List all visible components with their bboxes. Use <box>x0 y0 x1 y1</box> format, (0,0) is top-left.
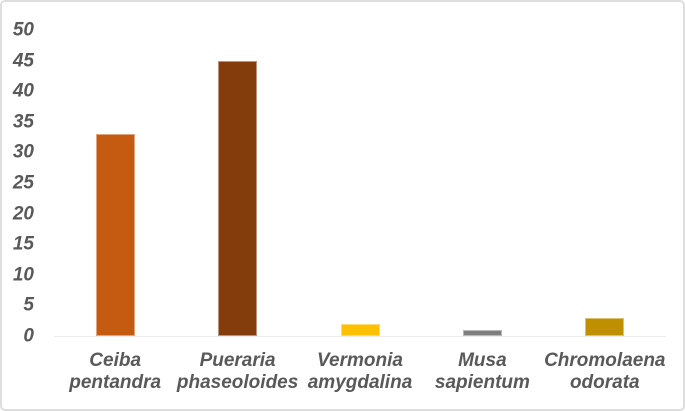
bar-musa-sapientum <box>462 329 502 336</box>
x-axis-baseline <box>54 336 666 337</box>
x-label-chromolaena-odorata: Chromolaena odorata <box>544 350 665 394</box>
x-label-ceiba-pentandra: Ceiba pentandra <box>69 350 161 394</box>
x-label-line-1: Chromolaena <box>544 350 666 371</box>
x-label-line-1: Ceiba <box>89 350 142 371</box>
x-label-line-2: phaseoloides <box>176 372 299 393</box>
x-label-vermonia-amygdalina: Vermonia amygdalina <box>308 350 413 394</box>
x-label-line-2: sapientum <box>434 372 530 393</box>
x-label-musa-sapientum: Musa sapientum <box>435 350 530 394</box>
y-tick-label-15: 15 <box>12 233 34 255</box>
y-tick-label-45: 45 <box>12 50 34 72</box>
y-tick-label-0: 0 <box>23 325 34 347</box>
x-label-line-1: Pueraria <box>199 350 276 371</box>
y-tick-label-35: 35 <box>12 111 34 133</box>
bar-ceiba-pentandra <box>95 134 135 336</box>
y-tick-label-20: 20 <box>12 203 34 225</box>
y-tick-label-25: 25 <box>12 172 34 194</box>
y-tick-label-30: 30 <box>12 141 34 163</box>
x-label-line-1: Musa <box>458 350 507 371</box>
x-label-line-2: odorata <box>569 372 640 393</box>
y-tick-label-50: 50 <box>12 19 34 41</box>
y-tick-label-5: 5 <box>23 294 34 316</box>
y-tick-label-40: 40 <box>12 80 34 102</box>
x-label-line-2: pentandra <box>69 372 162 393</box>
x-label-pueraria-phaseoloides: Pueraria phaseoloides <box>177 350 298 394</box>
bar-chromolaena-odorata <box>585 317 625 336</box>
plot-area <box>54 30 666 337</box>
bar-pueraria-phaseoloides <box>218 60 258 336</box>
y-tick-label-10: 10 <box>12 264 34 286</box>
x-label-line-2: amygdalina <box>307 372 413 393</box>
bar-vermonia-amygdalina <box>340 323 380 336</box>
x-label-line-1: Vermonia <box>317 350 403 371</box>
